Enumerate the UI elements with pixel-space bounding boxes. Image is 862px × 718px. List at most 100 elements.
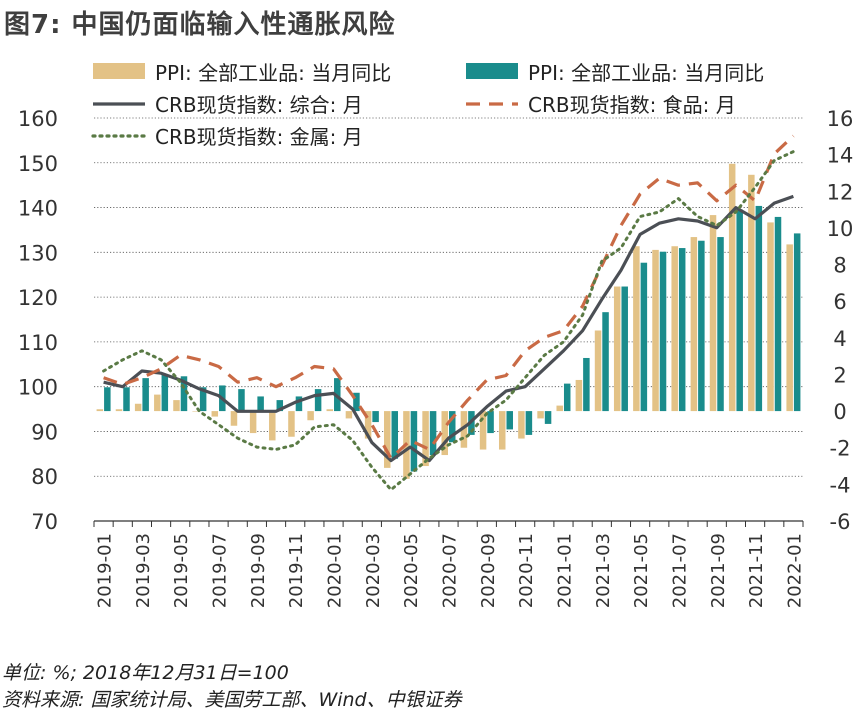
x-axis-tick-label: 2019-09 [248, 533, 269, 608]
bar-ppi-industrial [774, 216, 782, 412]
bar-ppi-all [384, 411, 391, 468]
bar-ppi-industrial [314, 389, 322, 412]
bar-ppi-industrial [429, 411, 437, 456]
bar-ppi-all [575, 379, 583, 412]
right-axis-tick-label: 8 [833, 254, 846, 278]
x-axis-tick-label: 2020-07 [440, 533, 461, 608]
right-axis-tick-label: 2 [833, 363, 846, 387]
bar-ppi-industrial [295, 396, 303, 412]
bar-ppi-all [613, 286, 621, 412]
bar-ppi-all [326, 409, 334, 412]
bar-ppi-industrial [525, 411, 533, 435]
chart-footer: 单位: %; 2018年12月31日=100 资料来源: 国家统计局、美国劳工部… [2, 660, 462, 714]
bar-ppi-industrial [276, 400, 284, 412]
bar-ppi-all [154, 394, 161, 412]
bar-ppi-industrial [755, 205, 763, 412]
bar-ppi-all [537, 411, 544, 419]
bar-ppi-all [652, 249, 659, 412]
bar-ppi-all [748, 174, 755, 412]
left-axis-tick-label: 90 [31, 420, 58, 444]
right-axis-tick-label: -2 [830, 437, 851, 461]
bar-ppi-industrial [410, 411, 418, 472]
bar-ppi-all [269, 411, 276, 441]
bar-ppi-industrial [257, 396, 264, 412]
legend-label: PPI: 全部工业品: 当月同比 [528, 61, 764, 85]
bar-ppi-industrial [391, 411, 399, 459]
line-crb-composite [103, 194, 794, 463]
right-axis-tick-label: 4 [833, 327, 846, 351]
bar-ppi-all [728, 163, 736, 412]
bar-ppi-industrial [544, 411, 552, 424]
legend-swatch [93, 63, 145, 79]
x-axis-tick-label: 2020-01 [325, 533, 346, 608]
bar-ppi-all [115, 409, 123, 412]
bar-ppi-industrial [142, 378, 149, 412]
left-axis-tick-label: 140 [18, 197, 58, 221]
x-axis-tick-label: 2020-03 [363, 533, 384, 608]
bar-ppi-industrial [487, 411, 494, 434]
bar-ppi-industrial [104, 387, 111, 412]
line-crb-metal [102, 150, 795, 492]
line-crb-food [103, 134, 795, 460]
bar-ppi-all [767, 222, 774, 412]
right-axis-tick-label: 6 [833, 290, 846, 314]
bar-ppi-industrial [449, 411, 456, 443]
bar-ppi-industrial [621, 286, 628, 412]
source-note: 资料来源: 国家统计局、美国劳工部、Wind、中银证券 [2, 689, 462, 711]
x-axis-tick-label: 2019-01 [95, 533, 116, 608]
left-axis-tick-label: 80 [31, 465, 58, 489]
left-axis-tick-label: 110 [18, 331, 58, 355]
bar-ppi-all [556, 405, 563, 412]
left-axis-tick-label: 160 [18, 107, 58, 131]
bar-ppi-all [364, 411, 372, 439]
x-axis-tick-label: 2021-03 [593, 533, 614, 608]
bar-ppi-all [479, 411, 487, 450]
x-axis-tick-label: 2021-11 [746, 533, 767, 608]
left-axis-tick-label: 70 [31, 510, 58, 534]
bar-ppi-all [230, 411, 238, 426]
bar-ppi-all [594, 330, 602, 412]
bar-ppi-industrial [793, 233, 801, 412]
legend-label: CRB现货指数: 食品: 月 [528, 93, 736, 117]
x-axis-tick-label: 2019-11 [286, 533, 307, 608]
line-series-layer [102, 134, 795, 492]
bar-ppi-all [498, 411, 506, 450]
x-axis-tick-label: 2021-05 [631, 533, 652, 608]
bar-ppi-all [288, 411, 295, 437]
bar-ppi-industrial [717, 237, 724, 412]
left-axis-tick-label: 150 [18, 152, 58, 176]
bar-series-layer [96, 163, 801, 479]
legend-swatch [466, 63, 518, 79]
bar-ppi-industrial [563, 383, 571, 412]
bar-ppi-all [786, 244, 793, 412]
x-axis-tick-label: 2022-01 [784, 533, 805, 608]
right-axis-tick-label: 16 [827, 107, 854, 131]
x-axis-tick-label: 2019-07 [210, 533, 231, 608]
right-axis-tick-label: 10 [827, 217, 854, 241]
right-axis-tick-label: 0 [833, 400, 846, 424]
bar-ppi-all [134, 403, 142, 412]
unit-note: 单位: %; 2018年12月31日=100 [2, 662, 289, 684]
axes: 70 80 90 100 110 120 130 140 150 160 -6 -4 -2 0 2 4 6 8 10… [18, 107, 853, 608]
bar-ppi-all [633, 246, 640, 412]
bar-ppi-all [518, 411, 525, 439]
x-axis-tick-label: 2021-09 [708, 533, 729, 608]
bar-ppi-industrial [736, 209, 743, 412]
left-axis-tick-label: 120 [18, 286, 58, 310]
bar-ppi-industrial [678, 248, 686, 412]
legend-label: CRB现货指数: 金属: 月 [155, 125, 363, 149]
bar-ppi-all [307, 411, 314, 421]
bar-ppi-industrial [506, 411, 513, 430]
right-axis-tick-label: -6 [830, 510, 851, 534]
bar-ppi-industrial [238, 389, 245, 412]
bar-ppi-all [441, 411, 448, 456]
bar-ppi-industrial [161, 374, 169, 412]
x-axis-tick-label: 2020-05 [401, 533, 422, 608]
legend-label: CRB现货指数: 综合: 月 [155, 93, 363, 117]
chart-title: 图7: 中国仍面临输入性通胀风险 [4, 10, 396, 40]
bar-ppi-industrial [199, 387, 207, 412]
bar-ppi-industrial [698, 240, 705, 412]
right-axis-tick-label: 12 [827, 180, 854, 204]
x-axis-tick-label: 2019-03 [133, 533, 154, 608]
bar-ppi-all [690, 237, 698, 412]
